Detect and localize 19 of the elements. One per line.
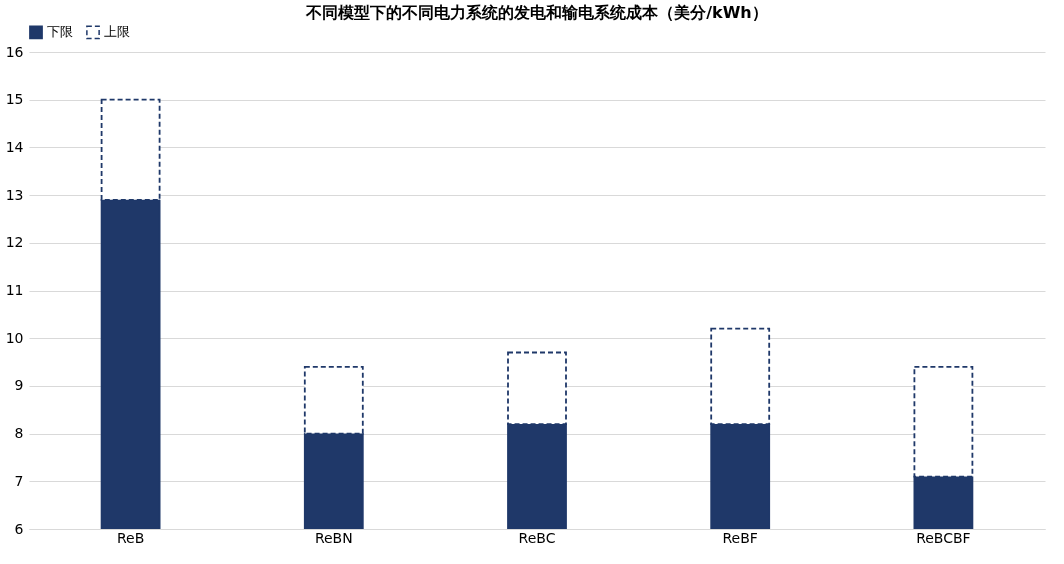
x-tick-label: ReBF: [722, 529, 758, 546]
y-tick-label: 13: [5, 186, 24, 203]
legend-label: 下限: [47, 24, 73, 40]
x-tick-label: ReB: [116, 529, 145, 546]
y-tick-label: 10: [5, 329, 24, 346]
y-tick-label: 7: [14, 472, 24, 489]
y-tick-label: 12: [5, 234, 24, 251]
y-tick-label: 15: [5, 91, 24, 108]
y-tick-label: 11: [5, 282, 24, 298]
y-tick-label: 16: [5, 43, 24, 60]
chart-title: 不同模型下的不同电力系统的发电和输电系统成本（美分/kWh）: [305, 3, 768, 22]
x-tick-label: ReBC: [518, 529, 556, 546]
legend-label: 上限: [104, 24, 130, 40]
x-tick-label: ReBCBF: [916, 529, 971, 546]
y-tick-label: 9: [14, 377, 24, 394]
y-tick-label: 14: [5, 138, 24, 155]
x-tick-label: ReBN: [314, 529, 353, 546]
y-tick-label: 6: [14, 520, 24, 537]
y-tick-label: 8: [14, 425, 24, 442]
